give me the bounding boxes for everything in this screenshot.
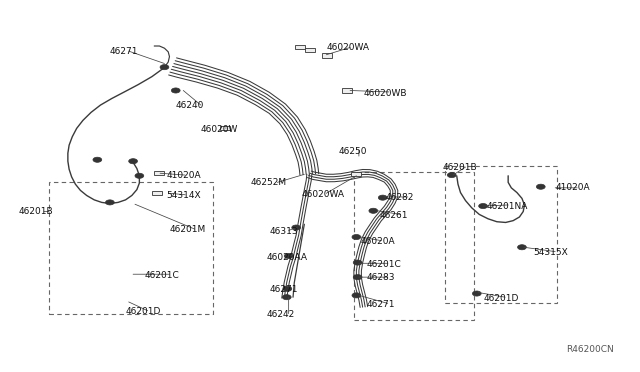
Bar [220,126,230,130]
Circle shape [369,208,378,214]
Text: 46201NA: 46201NA [486,202,527,211]
Circle shape [106,200,115,205]
Text: 46240: 46240 [176,101,204,110]
Text: 46201D: 46201D [483,294,518,303]
Text: 46020A: 46020A [361,237,396,246]
Text: 46271: 46271 [110,46,138,55]
Bar [351,172,361,176]
Text: 46283: 46283 [367,273,396,282]
Circle shape [479,203,488,209]
Text: 46020W: 46020W [201,125,238,134]
Text: 46020AA: 46020AA [267,253,308,262]
Text: 46250: 46250 [339,147,367,156]
Text: 46271: 46271 [367,300,396,309]
Text: 54314X: 54314X [166,190,201,200]
Circle shape [93,157,102,162]
Text: 46261: 46261 [380,211,408,219]
Text: 46242: 46242 [267,310,295,319]
Text: 46201M: 46201M [170,225,205,234]
Circle shape [129,159,138,164]
Circle shape [352,234,361,240]
Text: 41020A: 41020A [166,171,201,180]
Circle shape [282,295,291,300]
Circle shape [135,173,144,178]
Circle shape [353,275,362,280]
Circle shape [472,291,481,296]
Bar [152,191,162,195]
Text: 46313: 46313 [270,227,298,236]
Text: R46200CN: R46200CN [566,346,614,355]
Text: 46282: 46282 [386,193,414,202]
Text: 46201C: 46201C [367,260,402,269]
Circle shape [292,225,301,230]
Circle shape [518,245,526,250]
Circle shape [352,293,361,298]
Circle shape [160,65,169,70]
Text: 54315X: 54315X [533,248,568,257]
Bar [295,45,305,49]
Circle shape [284,253,293,259]
Text: 46020WA: 46020WA [301,189,344,199]
Bar [342,89,352,93]
Bar [154,171,164,175]
Bar [305,48,315,52]
Text: 41020A: 41020A [556,183,590,192]
Text: 46020WA: 46020WA [326,43,369,52]
Text: 46020WB: 46020WB [364,89,408,97]
Text: 46201B: 46201B [19,207,54,216]
Text: 46271: 46271 [270,285,298,294]
Bar [322,54,332,58]
Circle shape [447,173,456,177]
Text: 46201D: 46201D [125,307,161,316]
Text: 46252M: 46252M [251,178,287,187]
Circle shape [378,195,387,200]
Circle shape [172,88,180,93]
Circle shape [536,184,545,189]
Circle shape [353,260,362,265]
Text: 46201C: 46201C [145,271,179,280]
Circle shape [283,286,292,291]
Text: 46201B: 46201B [442,163,477,172]
